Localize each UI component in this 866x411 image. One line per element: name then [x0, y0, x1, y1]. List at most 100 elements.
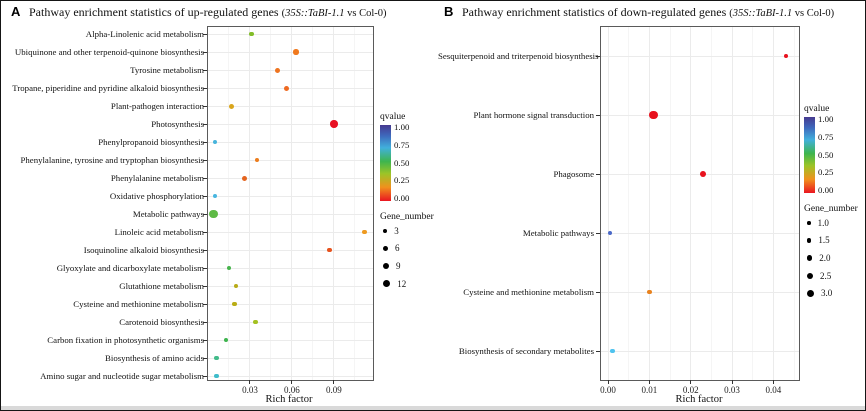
gridline-major — [690, 27, 692, 380]
category-label: Metabolic pathways — [132, 208, 204, 219]
category-label: Ubiquinone and other terpenoid-quinone b… — [14, 46, 204, 57]
y-tick-mark — [203, 87, 207, 89]
gridline-major — [208, 303, 373, 305]
gridline-major — [208, 231, 373, 233]
gridline-major — [601, 291, 799, 293]
legend-size-item: 2.5 — [804, 267, 858, 285]
y-tick-mark — [596, 173, 600, 175]
gridline-major — [208, 195, 373, 197]
gridline-major — [731, 27, 733, 380]
data-point — [214, 355, 219, 361]
data-point — [249, 31, 254, 37]
gridline-major — [208, 105, 373, 107]
category-label: Carotenoid biosynthesis — [119, 316, 204, 327]
gridline-minor — [270, 27, 272, 380]
x-tick-mark — [291, 380, 293, 384]
y-tick-mark — [203, 375, 207, 377]
gridline-major — [601, 350, 799, 352]
legend-size-dot — [383, 262, 389, 269]
x-tick-label: 0.01 — [641, 385, 658, 395]
gridline-major — [208, 375, 373, 377]
gridline-major — [291, 27, 293, 380]
category-label: Glyoxylate and dicarboxylate metabolism — [56, 262, 204, 273]
gridline-minor — [354, 27, 356, 380]
x-tick-mark — [772, 380, 774, 384]
gridline-minor — [793, 27, 795, 380]
data-point — [275, 67, 281, 73]
legend-size-label: 9 — [396, 260, 401, 271]
y-tick-mark — [203, 231, 207, 233]
x-tick-label: 0.03 — [724, 385, 740, 395]
category-label: Oxidative phosphorylation — [109, 190, 204, 201]
x-tick-mark — [648, 380, 650, 384]
category-label: Carbon fixation in photosynthetic organi… — [47, 334, 204, 345]
panel-a-plot: 0.03 0.06 0.09 Alpha-Linolenic acid metabol… — [12, 26, 374, 395]
gridline-major — [208, 339, 373, 341]
x-tick-mark — [333, 380, 335, 384]
gene-number-legend-title: Gene_number — [804, 204, 858, 214]
data-point — [232, 301, 237, 307]
x-tick-mark — [249, 380, 251, 384]
gridline-major — [333, 27, 335, 380]
category-label: Phenylalanine metabolism — [110, 172, 204, 183]
legend-size-dot — [807, 238, 812, 243]
category-label: Cysteine and methionine metabolism — [463, 286, 594, 297]
gridline-major — [601, 55, 799, 57]
legend-size-item: 3 — [380, 222, 434, 240]
y-tick-mark — [203, 69, 207, 71]
y-tick-mark — [203, 195, 207, 197]
y-tick-mark — [596, 350, 600, 352]
panel-a-legend: qvalue 1.00 0.75 0.50 0.25 0.00 Gene_num… — [380, 112, 434, 292]
data-point — [647, 289, 652, 295]
category-label: Phenylpropanoid biosynthesis — [98, 136, 204, 147]
legend-size-item: 1.5 — [804, 232, 858, 250]
bottom-gray-strip — [1, 406, 865, 410]
category-label: Phenylalanine, tyrosine and tryptophan b… — [20, 154, 205, 165]
y-tick-mark — [596, 232, 600, 234]
gridline-minor — [228, 27, 230, 380]
category-label: Plant hormone signal transduction — [473, 109, 594, 120]
gridline-minor — [312, 27, 314, 380]
gridline-major — [772, 27, 774, 380]
panel-b-size-items: 1.0 1.5 2.0 2.5 3.0 — [804, 214, 858, 302]
x-tick-label: 0.06 — [284, 385, 300, 395]
y-tick-mark — [203, 123, 207, 125]
y-tick-mark — [203, 51, 207, 53]
y-tick-mark — [203, 339, 207, 341]
gridline-minor — [752, 27, 754, 380]
data-point — [783, 53, 788, 59]
gridline-major — [208, 51, 373, 53]
x-tick-label: 0.04 — [765, 385, 782, 395]
y-tick-mark — [203, 303, 207, 305]
panel-b-plot: 0.00 0.01 0.02 0.03 0.04 Sesquiterpenoid and … — [438, 26, 800, 395]
gridline-major — [607, 27, 609, 380]
x-tick-mark — [607, 380, 609, 384]
data-point — [233, 283, 239, 289]
y-tick-mark — [203, 321, 207, 323]
x-tick-mark — [731, 380, 733, 384]
category-label: Amino sugar and nucleotide sugar metabol… — [40, 370, 204, 381]
y-tick-mark — [203, 159, 207, 161]
gridline-major — [208, 267, 373, 269]
x-tick-label: 0.00 — [600, 385, 616, 395]
category-label: Alpha-Linolenic acid metabolism — [85, 28, 204, 39]
category-label: Glutathione metabolism — [119, 280, 204, 291]
data-point — [362, 229, 367, 235]
qvalue-legend-title: qvalue — [804, 104, 830, 114]
data-point — [241, 175, 247, 181]
gridline-major — [208, 141, 373, 143]
legend-size-dot — [383, 228, 388, 233]
y-tick-mark — [203, 33, 207, 35]
y-tick-mark — [596, 114, 600, 116]
data-point — [700, 171, 706, 177]
panel-a-label: A — [11, 4, 21, 19]
gene-number-legend-title: Gene_number — [380, 212, 434, 222]
gridline-major — [208, 357, 373, 359]
data-point — [212, 193, 218, 199]
qvalue-colorbar — [804, 117, 815, 193]
category-label: Tyrosine metabolism — [130, 64, 204, 75]
legend-size-label: 2.0 — [819, 252, 831, 263]
legend-size-label: 12 — [397, 278, 407, 289]
panel-a-size-items: 3 6 9 12 — [380, 222, 434, 292]
